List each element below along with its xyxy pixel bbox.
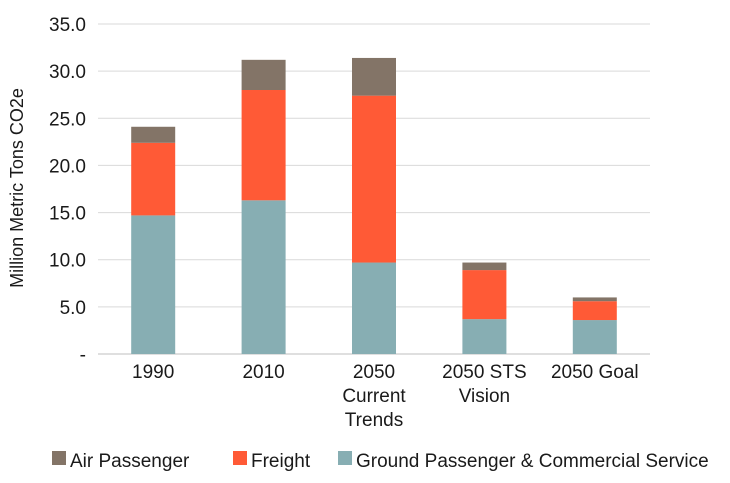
- bar-air-passenger: [352, 57, 396, 96]
- y-tick-label: 15.0: [49, 204, 86, 225]
- bars: [131, 57, 617, 354]
- bar-freight: [131, 142, 176, 216]
- bar-freight: [572, 301, 617, 321]
- bar-ground-passenger-commercial-service: [462, 319, 507, 354]
- y-axis-title: Million Metric Tons CO2e: [7, 88, 27, 288]
- y-tick-label: 20.0: [49, 156, 86, 177]
- y-axis-ticks: - 5.0 10.0 15.0 20.0 25.0 30.0 35.0: [49, 15, 86, 366]
- legend-label-ground-passenger-commercial-service: Ground Passenger & Commercial Service: [356, 451, 709, 472]
- y-tick-label: -: [80, 345, 86, 366]
- bar-ground-passenger-commercial-service: [572, 320, 617, 354]
- x-tick-label: 2050 Current Trends: [342, 362, 406, 431]
- x-tick-label: 2050 STS Vision: [442, 362, 527, 407]
- legend-swatch-air-passenger: [52, 451, 66, 465]
- legend-swatch-ground-passenger-commercial-service: [338, 451, 352, 465]
- legend-swatch-freight: [233, 451, 247, 465]
- y-tick-label: 25.0: [49, 109, 86, 130]
- legend: Air Passenger Freight Ground Passenger & C…: [52, 451, 709, 472]
- bar-ground-passenger-commercial-service: [352, 262, 396, 354]
- bar-air-passenger: [572, 297, 617, 302]
- bar-freight: [462, 270, 507, 320]
- bar-air-passenger: [462, 262, 507, 271]
- y-tick-label: 35.0: [49, 15, 86, 36]
- x-axis-categories: 1990 2010 2050 Current Trends 2050 STS Vision 2…: [132, 362, 639, 431]
- y-tick-label: 5.0: [60, 298, 86, 319]
- y-tick-label: 10.0: [49, 251, 86, 272]
- bar-ground-passenger-commercial-service: [241, 200, 286, 354]
- bar-freight: [241, 90, 286, 201]
- x-tick-label: 2010: [242, 362, 284, 383]
- legend-label-freight: Freight: [251, 451, 311, 472]
- bar-air-passenger: [131, 126, 176, 143]
- bar-air-passenger: [241, 59, 286, 90]
- x-tick-label: 2050 Goal: [551, 362, 639, 383]
- legend-label-air-passenger: Air Passenger: [70, 451, 190, 472]
- bar-freight: [352, 95, 396, 263]
- bar-ground-passenger-commercial-service: [131, 215, 176, 354]
- x-tick-label: 1990: [132, 362, 174, 383]
- y-tick-label: 30.0: [49, 62, 86, 83]
